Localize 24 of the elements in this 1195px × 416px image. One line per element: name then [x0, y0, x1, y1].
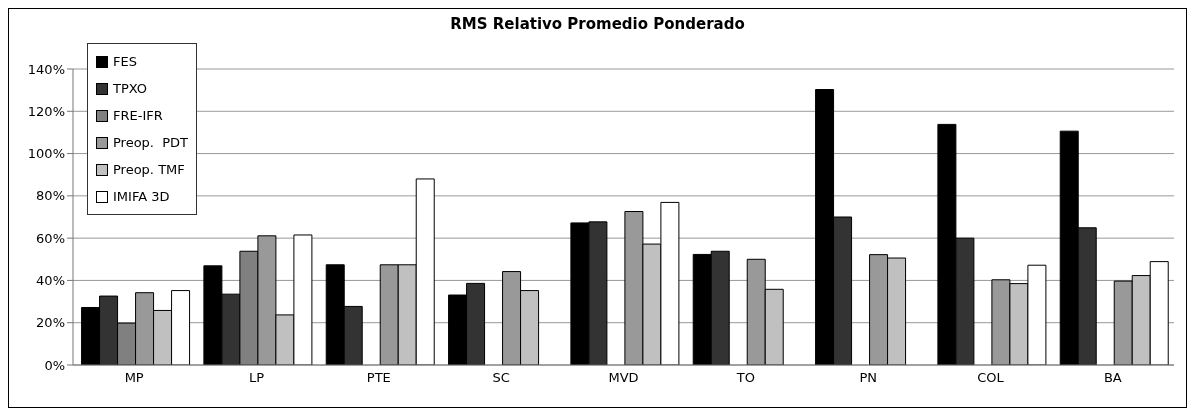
y-tick-label: 100%: [27, 146, 65, 162]
x-tick-label: PTE: [366, 370, 391, 386]
y-tick-label: 20%: [36, 315, 65, 331]
x-tick-label: BA: [1103, 370, 1122, 386]
chart-title: RMS Relativo Promedio Ponderado: [449, 15, 746, 33]
y-tick-label: 40%: [36, 273, 65, 289]
x-tick-label: MP: [124, 370, 144, 386]
x-tick-label: SC: [492, 370, 510, 386]
x-tick-label: LP: [248, 370, 265, 386]
x-tick-label: MVD: [608, 370, 639, 386]
x-tick-label: COL: [977, 370, 1005, 386]
legend-label: Preop. PDT: [113, 135, 189, 150]
y-tick-label: 140%: [27, 61, 65, 77]
legend-label: FES: [113, 54, 137, 69]
legend-label: IMIFA 3D: [113, 189, 170, 204]
y-tick-label: 120%: [27, 103, 65, 119]
legend-label: Preop. TMF: [113, 162, 185, 177]
legend-label: FRE-IFR: [113, 108, 163, 123]
legend-label: TPXO: [113, 81, 148, 96]
y-tick-label: 80%: [36, 188, 65, 204]
y-tick-label: 0%: [44, 357, 65, 373]
x-tick-label: PN: [859, 370, 877, 386]
x-tick-label: TO: [735, 370, 755, 386]
y-tick-label: 60%: [36, 230, 65, 246]
